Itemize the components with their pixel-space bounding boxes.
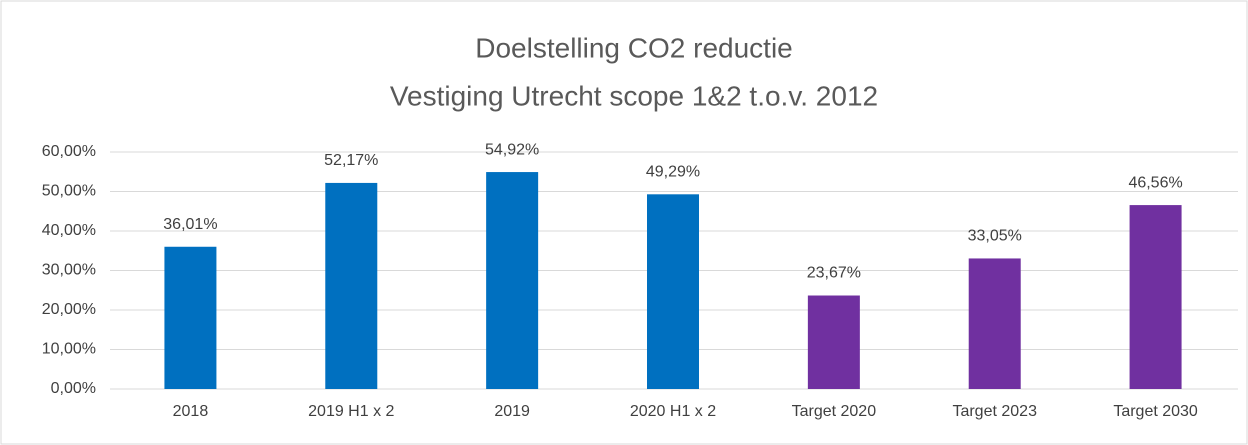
value-label: 46,56% [1128,174,1182,191]
bar [1129,205,1182,389]
value-label: 36,01% [163,216,217,233]
x-tick-label: Target 2030 [1113,403,1198,420]
y-tick-label: 0,00% [51,380,96,397]
y-tick-label: 10,00% [42,341,96,358]
chart-subtitle: Vestiging Utrecht scope 1&2 t.o.v. 2012 [390,80,878,111]
x-tick-label: 2018 [173,403,209,420]
bar [807,295,860,389]
y-tick-label: 20,00% [42,301,96,318]
bar [647,194,699,389]
x-tick-label: Target 2023 [952,403,1037,420]
x-tick-label: 2020 H1 x 2 [630,403,716,420]
y-tick-label: 40,00% [42,222,96,239]
value-label: 23,67% [807,265,861,282]
x-tick-label: 2019 [494,403,530,420]
bar [325,182,378,389]
y-tick-label: 60,00% [42,143,96,160]
value-label: 33,05% [968,228,1022,245]
bar [164,246,217,389]
value-label: 54,92% [485,141,539,158]
x-tick-label: 2019 H1 x 2 [308,403,394,420]
value-label: 52,17% [324,152,378,169]
bar [486,172,539,389]
y-tick-label: 30,00% [42,262,96,279]
value-label: 49,29% [646,164,700,181]
chart-title: Doelstelling CO2 reductie [475,32,793,63]
x-tick-label: Target 2020 [792,403,877,420]
y-tick-label: 50,00% [42,183,96,200]
bar [968,258,1021,389]
